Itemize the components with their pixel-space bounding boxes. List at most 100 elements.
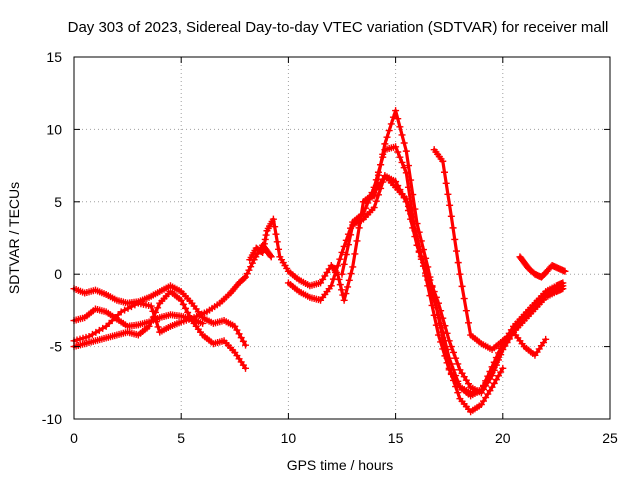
data-point-marker [480,381,488,389]
y-tick-label: 0 [54,266,62,282]
data-point-marker [392,143,400,151]
y-axis-label: SDTVAR / TECUs [6,182,22,294]
data-point-marker [402,195,410,203]
data-point-marker [415,242,423,250]
series-satellite-pass-9 [430,146,550,359]
data-point-marker [432,321,440,329]
data-point-marker [449,224,457,232]
data-point-marker [374,168,382,176]
data-point-marker [407,210,415,218]
data-point-marker [392,107,400,115]
series-satellite-pass-10 [516,253,569,281]
data-point-marker [477,386,485,394]
data-point-marker [179,300,187,308]
data-point-marker [492,376,500,384]
data-point-marker [443,359,451,367]
x-tick-label: 15 [388,430,404,446]
data-point-marker [484,372,492,380]
data-point-marker [394,148,402,156]
data-point-marker [355,224,363,232]
data-point-marker [272,230,280,238]
data-point-marker [490,379,498,387]
data-point-marker [269,215,277,223]
data-point-marker [149,307,157,315]
data-point-marker [417,252,425,260]
plot-frame [73,56,611,420]
data-point-marker [439,345,447,353]
data-point-marker [271,223,279,231]
data-point-marker [495,349,503,357]
data-point-marker [497,368,505,376]
data-point-marker [242,341,250,349]
data-point-marker [387,120,395,128]
data-point-marker [347,270,355,278]
data-point-marker [452,354,460,362]
data-point-marker [383,133,391,141]
data-point-marker [454,389,462,397]
data-point-marker [154,323,162,331]
data-point-marker [374,191,382,199]
y-tick-label: -5 [50,339,63,355]
data-point-marker [447,343,455,351]
data-point-marker [262,231,270,239]
data-point-marker [177,296,185,304]
x-tick-label: 25 [602,430,618,446]
data-point-marker [409,217,417,225]
data-point-marker [332,268,340,276]
data-point-marker [145,322,153,330]
data-point-marker [152,318,160,326]
data-point-marker [430,311,438,319]
data-point-marker [411,225,419,233]
data-point-marker [266,252,274,260]
data-point-marker [482,377,490,385]
data-point-marker [440,168,448,176]
data-point-marker [342,251,350,259]
data-point-marker [434,299,442,307]
data-point-marker [454,259,462,267]
data-point-marker [147,302,155,310]
data-point-marker [400,139,408,147]
data-point-marker [372,197,380,205]
data-point-marker [389,113,397,121]
data-point-marker [385,127,393,135]
data-point-marker [340,296,348,304]
data-point-marker [428,301,436,309]
data-point-marker [432,293,440,301]
data-point-marker [336,255,344,263]
data-point-marker [353,237,361,245]
data-point-marker [181,304,189,312]
data-point-marker [437,338,445,346]
data-point-marker [261,235,269,243]
chart-title: Day 303 of 2023, Sidereal Day-to-day VTE… [68,19,609,36]
data-point-marker [441,352,449,360]
data-point-marker [199,319,207,327]
data-point-marker [338,270,346,278]
data-point-marker [154,304,162,312]
data-point-marker [460,295,468,303]
data-point-marker [151,312,159,320]
data-point-marker [499,364,507,372]
data-point-marker [338,248,346,256]
data-point-marker [404,202,412,210]
data-point-marker [349,263,357,271]
data-point-marker [492,354,500,362]
series-satellite-pass-4 [70,241,275,345]
data-point-marker [434,331,442,339]
data-point-marker [400,164,408,172]
data-point-marker [437,307,445,315]
data-point-marker [398,131,406,139]
data-point-marker [231,322,239,330]
data-point-marker [240,274,248,282]
data-point-marker [344,241,352,249]
data-point-marker [239,337,247,345]
data-point-marker [458,282,466,290]
x-tick-label: 10 [281,430,297,446]
data-point-marker [340,260,348,268]
data-point-marker [379,153,387,161]
data-point-marker [542,335,550,343]
data-point-marker [442,179,450,187]
data-point-marker [260,244,268,252]
data-point-marker [404,183,412,191]
